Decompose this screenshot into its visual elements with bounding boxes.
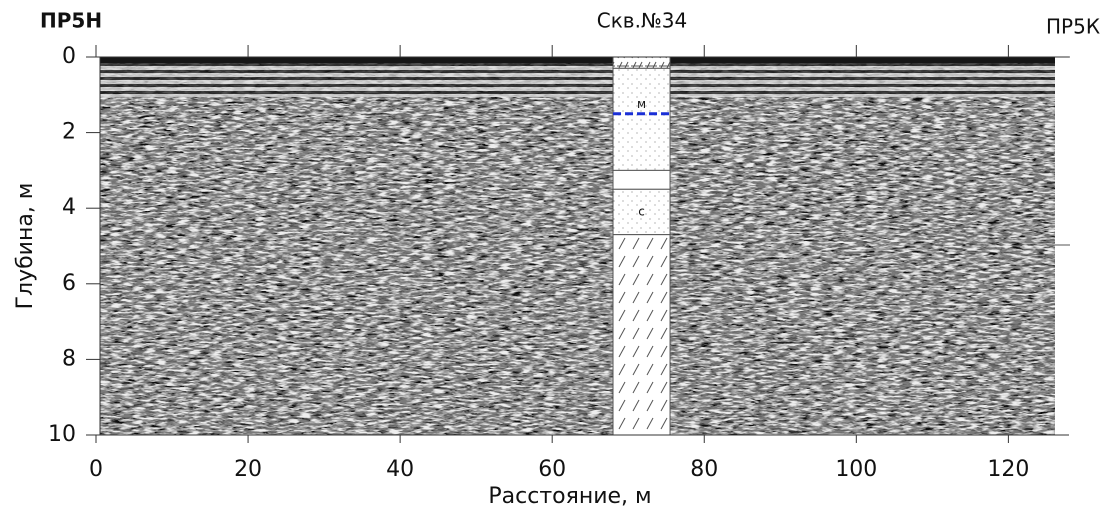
x-tick-label: 0 <box>89 457 103 482</box>
borehole-layer <box>612 188 671 236</box>
layer-label: м <box>637 97 646 111</box>
borehole-label: Скв.№34 <box>597 9 687 33</box>
y-tick-label: 10 <box>48 422 76 447</box>
x-tick-label: 100 <box>835 457 877 482</box>
borehole-layer <box>612 67 671 171</box>
y-tick-label: 4 <box>62 195 76 220</box>
layer-label: с <box>638 204 645 218</box>
borehole-layer <box>612 56 671 69</box>
right-frame <box>1055 56 1070 246</box>
borehole-layer <box>612 234 671 436</box>
y-tick-label: 0 <box>62 44 76 69</box>
x-tick-label: 40 <box>386 457 414 482</box>
y-tick-label: 8 <box>62 346 76 371</box>
y-axis-title: Глубина, м <box>13 183 38 310</box>
y-tick-label: 2 <box>62 120 76 145</box>
profile-start: ПР5Н <box>40 9 102 33</box>
x-tick-label: 20 <box>234 457 262 482</box>
surface-reflections <box>100 57 1055 97</box>
y-tick-label: 6 <box>62 271 76 296</box>
radargram <box>100 57 1055 435</box>
radargram-background <box>100 57 1055 435</box>
profile-end: ПР5К <box>1046 15 1100 39</box>
x-axis-title: Расстояние, м <box>488 484 651 509</box>
borehole-layer <box>612 169 671 190</box>
x-tick-label: 80 <box>690 457 718 482</box>
surface-top <box>100 57 1055 63</box>
x-tick-label: 120 <box>987 457 1029 482</box>
x-tick-label: 60 <box>538 457 566 482</box>
